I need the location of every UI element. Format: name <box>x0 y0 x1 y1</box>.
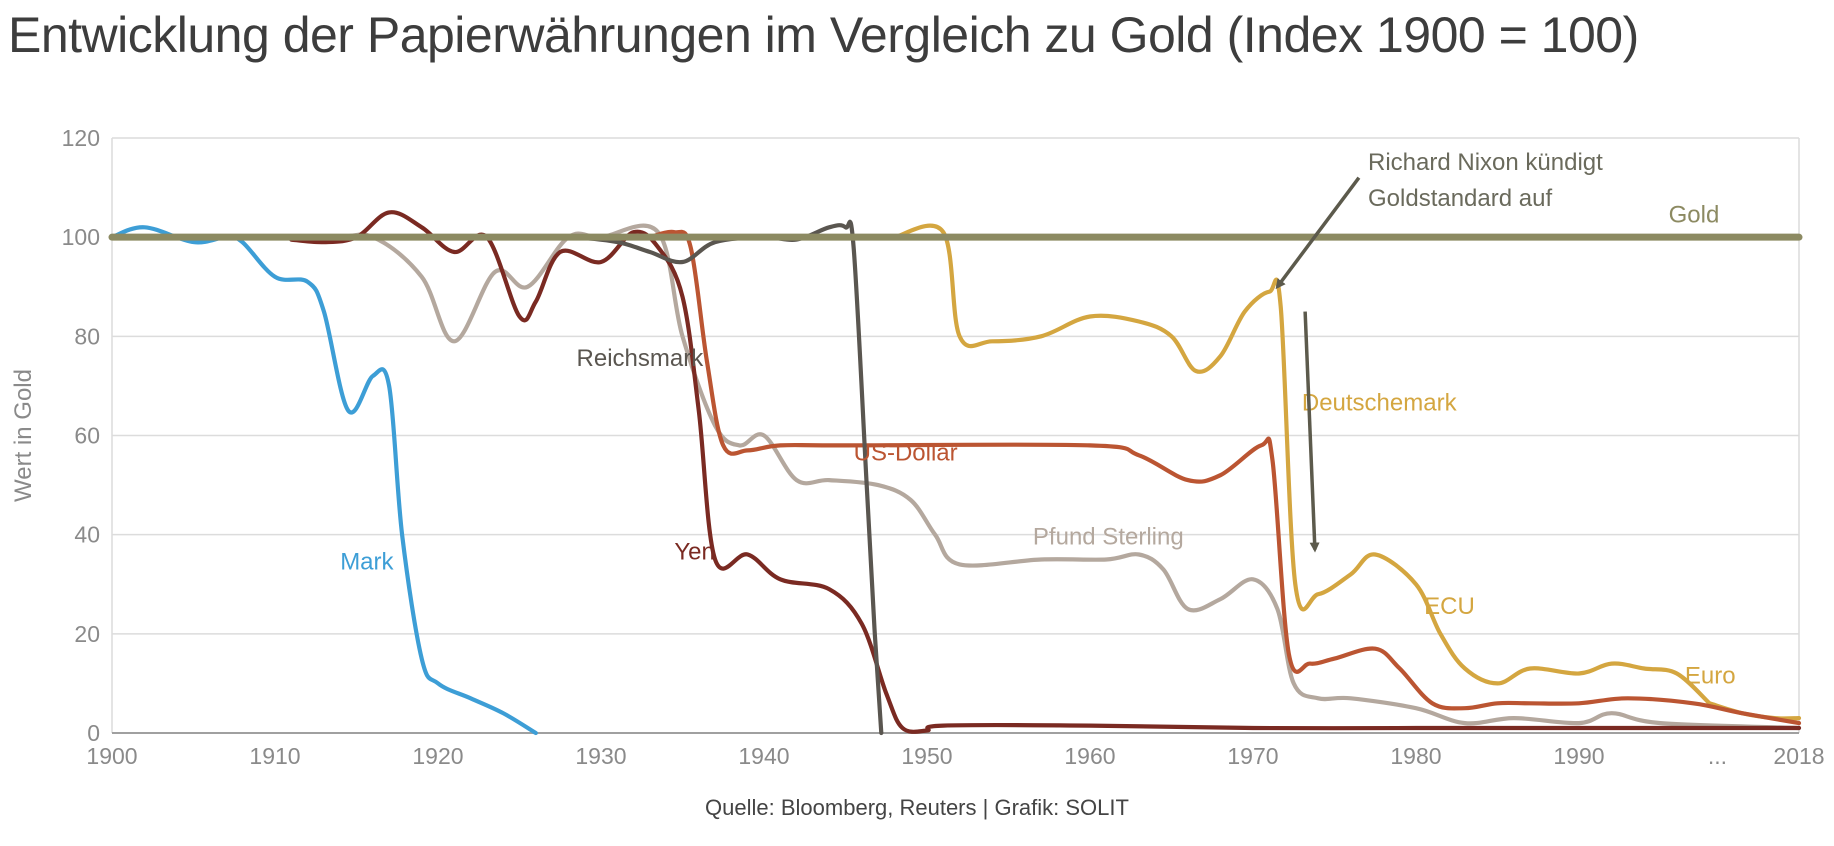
y-tick-label: 80 <box>74 323 100 349</box>
source-note: Quelle: Bloomberg, Reuters | Grafik: SOL… <box>705 795 1129 820</box>
y-tick-label: 60 <box>74 423 100 449</box>
x-tick-label: 1980 <box>1390 743 1441 769</box>
series-label-yen: Yen <box>674 538 715 565</box>
series-label-mark: Mark <box>340 548 394 575</box>
x-tick-label: 1940 <box>738 743 789 769</box>
x-tick-label: 1910 <box>249 743 300 769</box>
y-tick-label: 40 <box>74 522 100 548</box>
series-line-deutschemark <box>892 223 1712 706</box>
y-axis-label: Wert in Gold <box>10 369 37 502</box>
annotation-text: Richard Nixon kündigt <box>1368 149 1603 176</box>
annotation-arrow <box>1303 311 1320 553</box>
series-line-yen <box>289 210 1802 734</box>
series-line-us-dollar <box>647 229 1802 726</box>
chart-title: Entwicklung der Papierwährungen im Vergl… <box>8 7 1639 63</box>
x-tick-label: 1900 <box>86 743 137 769</box>
series-label-euro: Euro <box>1685 662 1736 689</box>
y-tick-label: 120 <box>62 125 100 151</box>
y-tick-label: 100 <box>62 224 100 250</box>
x-tick-label: ... <box>1708 743 1727 769</box>
x-tick-label: 1920 <box>412 743 463 769</box>
series-label-reichsmark: Reichsmark <box>577 345 705 372</box>
series-line-reichsmark <box>501 219 884 736</box>
x-tick-label: 1930 <box>575 743 626 769</box>
series-line-pfund-sterling <box>109 223 1802 731</box>
x-tick-label: 2018 <box>1773 743 1824 769</box>
series-label-ecu: ECU <box>1424 593 1475 620</box>
x-tick-label: 1970 <box>1227 743 1278 769</box>
y-tick-label: 0 <box>87 720 100 746</box>
y-tick-label: 20 <box>74 621 100 647</box>
series-label-deutschemark: Deutschemark <box>1302 390 1458 417</box>
x-tick-label: 1950 <box>901 743 952 769</box>
x-tick-label: 1960 <box>1064 743 1115 769</box>
series-label-pfund-sterling: Pfund Sterling <box>1033 524 1184 551</box>
annotation-text: Goldstandard auf <box>1368 185 1552 212</box>
series-line-mark <box>109 225 538 736</box>
series-label-gold: Gold <box>1669 201 1720 228</box>
series-label-us-dollar: US-Dollar <box>854 439 958 466</box>
annotation-arrow <box>1275 176 1361 290</box>
x-tick-label: 1990 <box>1553 743 1604 769</box>
